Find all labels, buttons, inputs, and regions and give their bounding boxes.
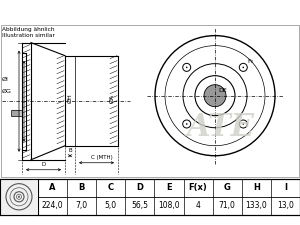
Circle shape xyxy=(242,123,244,125)
Text: Abbildung ähnlich: Abbildung ähnlich xyxy=(2,27,55,32)
Circle shape xyxy=(186,123,188,125)
Text: 24.0107-0105.2    407105: 24.0107-0105.2 407105 xyxy=(55,5,245,18)
Text: A: A xyxy=(49,183,56,192)
Bar xyxy=(1,180,37,214)
Text: ØA: ØA xyxy=(110,94,115,103)
Circle shape xyxy=(204,85,226,107)
Text: F(x): F(x) xyxy=(189,183,208,192)
Circle shape xyxy=(242,67,244,68)
Text: ØI: ØI xyxy=(2,77,9,82)
Text: 7,0: 7,0 xyxy=(76,201,88,210)
Circle shape xyxy=(239,120,247,128)
Text: ØH: ØH xyxy=(68,93,73,103)
Circle shape xyxy=(18,196,20,198)
Text: ATE: ATE xyxy=(186,112,254,143)
Circle shape xyxy=(183,63,191,71)
Text: E: E xyxy=(166,183,172,192)
Text: 224,0: 224,0 xyxy=(42,201,63,210)
Text: H: H xyxy=(253,183,260,192)
Text: D: D xyxy=(136,183,143,192)
Text: 108,0: 108,0 xyxy=(158,201,180,210)
Text: DE: DE xyxy=(218,88,227,93)
Text: Illustration similar: Illustration similar xyxy=(2,33,55,38)
Text: 71,0: 71,0 xyxy=(219,201,236,210)
Text: C: C xyxy=(108,183,114,192)
Text: 56,5: 56,5 xyxy=(131,201,148,210)
Text: F₀: F₀ xyxy=(247,59,254,64)
Text: 133,0: 133,0 xyxy=(245,201,267,210)
Text: B: B xyxy=(79,183,85,192)
Text: ØG: ØG xyxy=(2,89,12,94)
Text: B: B xyxy=(68,148,72,153)
Text: G: G xyxy=(224,183,231,192)
Text: I: I xyxy=(284,183,287,192)
FancyBboxPatch shape xyxy=(11,110,22,116)
Text: D: D xyxy=(41,162,46,167)
Circle shape xyxy=(183,120,191,128)
Circle shape xyxy=(186,67,188,68)
Circle shape xyxy=(239,63,247,71)
Text: C (MTH): C (MTH) xyxy=(91,155,112,160)
Bar xyxy=(0,179,300,215)
Text: 4: 4 xyxy=(196,201,200,210)
Text: 5,0: 5,0 xyxy=(105,201,117,210)
Text: 13,0: 13,0 xyxy=(277,201,294,210)
